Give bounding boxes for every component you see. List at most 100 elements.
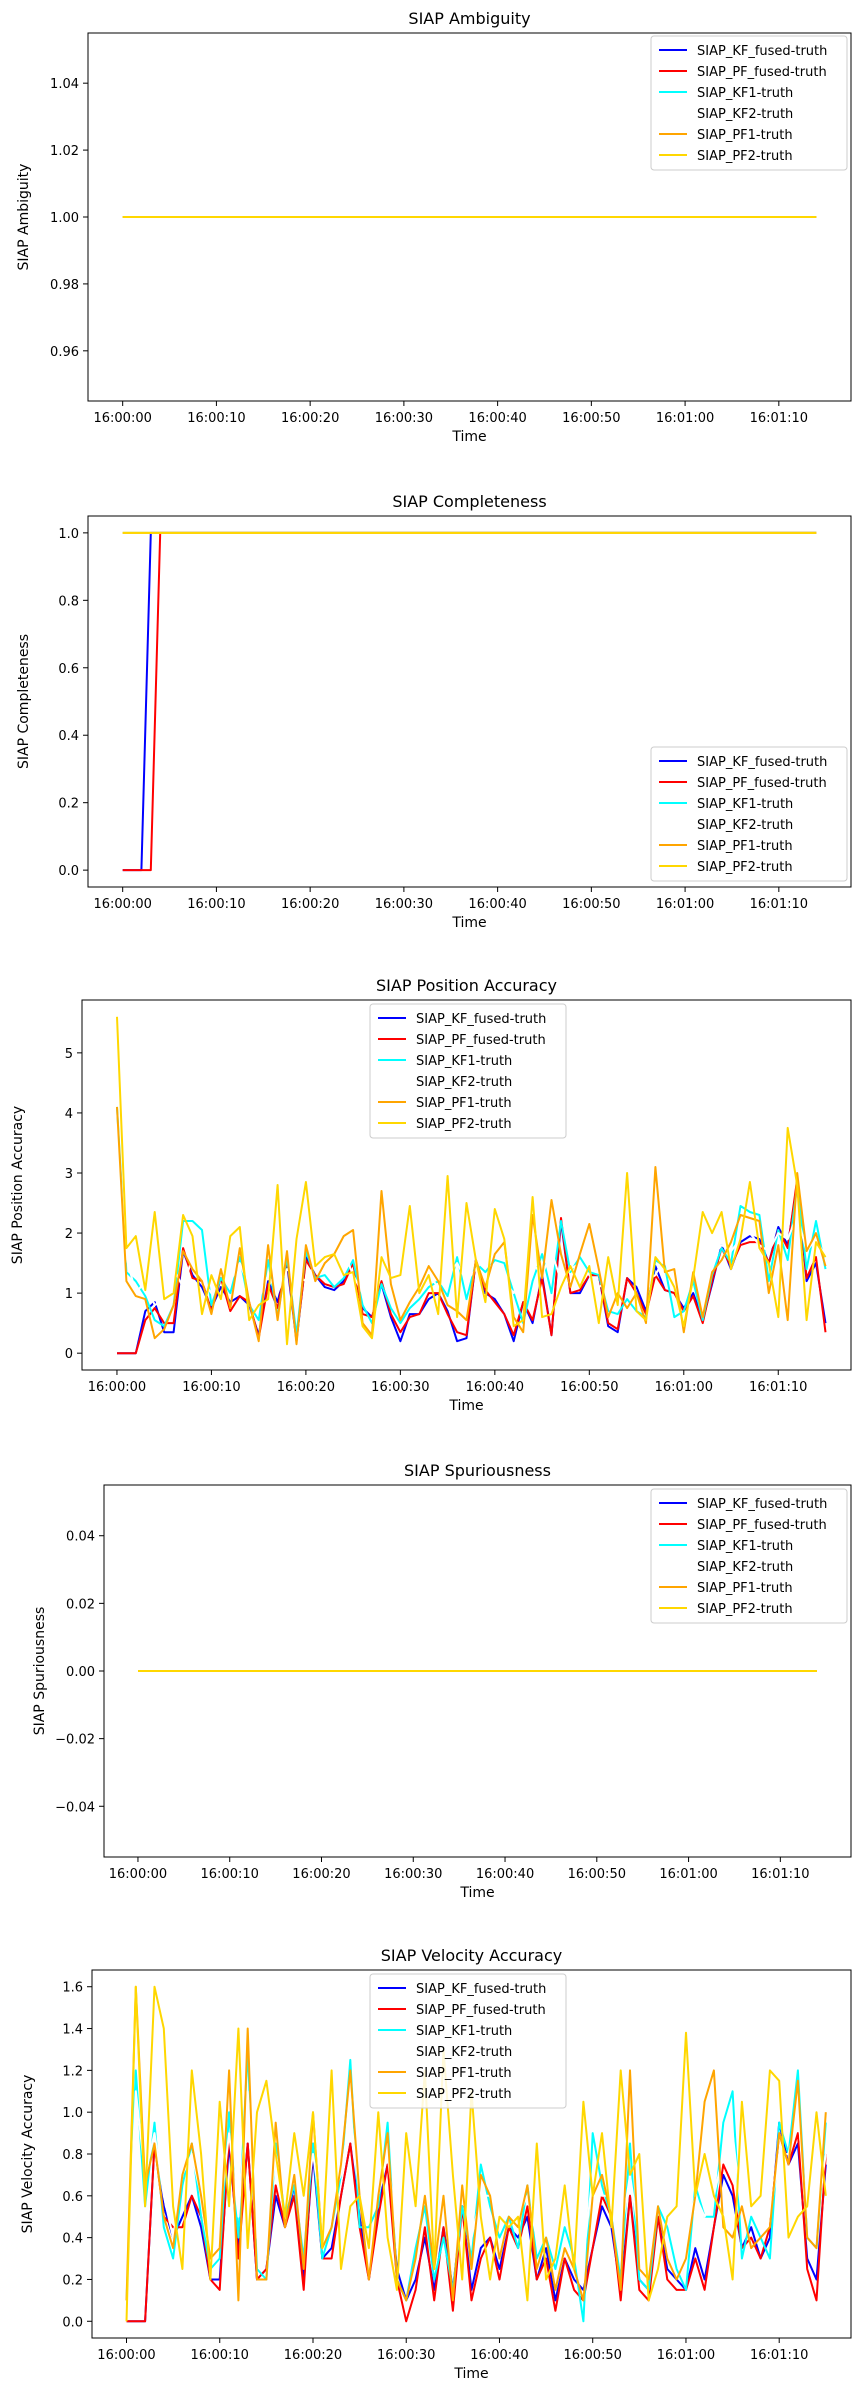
legend: SIAP_KF_fused-truth SIAP_PF_fused-truth SI… <box>650 746 848 882</box>
x-tick-label: 16:00:20 <box>281 897 339 912</box>
y-tick-label: 2 <box>65 1227 73 1242</box>
legend: SIAP_KF_fused-truth SIAP_PF_fused-truth SI… <box>369 1973 567 2109</box>
x-axis-label: Time <box>451 915 486 931</box>
legend: SIAP_KF_fused-truth SIAP_PF_fused-truth SI… <box>369 1003 567 1139</box>
legend-entry: SIAP_KF2-truth <box>416 2045 512 2060</box>
axes-frame <box>103 1484 852 1858</box>
x-axis-label: Time <box>448 1398 483 1414</box>
x-tick-label: 16:01:00 <box>657 2348 715 2363</box>
x-tick-label: 16:00:30 <box>384 1867 442 1882</box>
y-tick-label: 0.00 <box>66 1665 95 1680</box>
x-tick-label: 16:00:30 <box>377 2348 435 2363</box>
y-tick-label: 0.0 <box>58 864 79 879</box>
y-tick-label: 1.0 <box>58 527 79 542</box>
x-tick-label: 16:00:20 <box>284 2348 342 2363</box>
x-axis-label: Time <box>459 1885 494 1901</box>
axes-frame <box>87 515 852 888</box>
legend-box <box>650 1488 848 1624</box>
x-tick-label: 16:00:50 <box>564 2348 622 2363</box>
legend: SIAP_KF_fused-truth SIAP_PF_fused-truth SI… <box>650 1488 848 1624</box>
axes-frame <box>91 1969 852 2339</box>
y-tick-label: 5 <box>65 1047 73 1062</box>
legend-entry: SIAP_KF2-truth <box>697 1560 793 1575</box>
legend-entry: SIAP_KF_fused-truth <box>416 1982 546 1997</box>
legend-entry: SIAP_PF2-truth <box>697 860 793 875</box>
legend-entry: SIAP_KF1-truth <box>416 2024 512 2039</box>
x-tick-label: 16:00:50 <box>568 1867 626 1882</box>
series-line-siap-kf-fused-truth <box>117 1184 827 1355</box>
y-tick-label: 3 <box>65 1167 73 1182</box>
x-tick-label: 16:00:20 <box>277 1380 335 1395</box>
x-tick-label: 16:00:10 <box>191 2348 249 2363</box>
y-tick-label: 1.0 <box>62 2106 83 2121</box>
y-tick-label: 0.4 <box>58 729 79 744</box>
x-tick-label: 16:00:40 <box>466 1380 524 1395</box>
y-tick-label: 1.00 <box>50 211 79 226</box>
x-tick-label: 16:00:20 <box>292 1867 350 1882</box>
x-tick-label: 16:01:10 <box>750 411 808 426</box>
chart-panel-5: SIAP Velocity Accuracy 16:00:00 16:00:10 16… <box>20 1946 852 2382</box>
legend-entry: SIAP_PF_fused-truth <box>697 65 827 80</box>
legend-entry: SIAP_KF2-truth <box>697 818 793 833</box>
x-tick-label: 16:01:00 <box>659 1867 717 1882</box>
legend-entry: SIAP_KF1-truth <box>697 797 793 812</box>
x-tick-label: 16:00:40 <box>470 2348 528 2363</box>
y-tick-label: 0.8 <box>62 2148 83 2163</box>
x-tick-label: 16:01:10 <box>749 1380 807 1395</box>
y-tick-label: 1.04 <box>50 77 79 92</box>
chart-title: SIAP Position Accuracy <box>376 976 557 995</box>
y-tick-label: 1 <box>65 1287 73 1302</box>
series-line-siap-pf1-truth <box>125 1985 827 2302</box>
x-tick-label: 16:01:10 <box>750 2348 808 2363</box>
legend-entry: SIAP_KF1-truth <box>697 1539 793 1554</box>
legend-entry: SIAP_PF1-truth <box>416 2066 512 2081</box>
legend-entry: SIAP_KF2-truth <box>416 1075 512 1090</box>
x-tick-label: 16:00:00 <box>88 1380 146 1395</box>
x-tick-label: 16:00:00 <box>109 1867 167 1882</box>
y-tick-label: 0.2 <box>58 797 79 812</box>
y-tick-label: 0.04 <box>66 1530 95 1545</box>
x-tick-label: 16:00:30 <box>371 1380 429 1395</box>
y-tick-label: 0 <box>65 1347 73 1362</box>
series-line-siap-pf-fused-truth <box>117 1178 827 1355</box>
legend-entry: SIAP_KF1-truth <box>697 86 793 101</box>
legend-entry: SIAP_PF2-truth <box>697 149 793 164</box>
x-tick-label: 16:01:00 <box>656 411 714 426</box>
x-tick-label: 16:00:30 <box>375 897 433 912</box>
legend-entry: SIAP_PF1-truth <box>697 839 793 854</box>
y-tick-label: 0.8 <box>58 594 79 609</box>
legend-entry: SIAP_PF1-truth <box>697 128 793 143</box>
y-tick-label: 0.02 <box>66 1597 95 1612</box>
y-tick-label: 0.98 <box>50 278 79 293</box>
legend-entry: SIAP_PF2-truth <box>697 1602 793 1617</box>
y-tick-label: 4 <box>65 1107 73 1122</box>
legend-entry: SIAP_KF_fused-truth <box>697 1497 827 1512</box>
chart-title: SIAP Ambiguity <box>408 9 530 28</box>
x-tick-label: 16:00:10 <box>201 1867 259 1882</box>
y-axis-label: SIAP Spuriousness <box>32 1607 48 1736</box>
x-tick-label: 16:01:10 <box>750 897 808 912</box>
chart-panel-3: SIAP Position Accuracy 16:00:00 16:00:10 16… <box>10 976 852 1414</box>
legend-box <box>650 746 848 882</box>
y-axis-label: SIAP Position Accuracy <box>10 1106 26 1264</box>
legend-entry: SIAP_PF2-truth <box>416 1117 512 1132</box>
x-tick-label: 16:00:00 <box>93 897 151 912</box>
y-tick-label: 1.02 <box>50 144 79 159</box>
legend-entry: SIAP_KF_fused-truth <box>697 44 827 59</box>
x-tick-label: 16:00:40 <box>468 411 526 426</box>
y-tick-label: 0.96 <box>50 345 79 360</box>
legend-entry: SIAP_PF_fused-truth <box>416 1033 546 1048</box>
legend-entry: SIAP_KF1-truth <box>416 1054 512 1069</box>
x-tick-label: 16:00:00 <box>93 411 151 426</box>
x-axis-label: Time <box>453 2366 488 2382</box>
series-line-siap-pf1-truth <box>116 1106 827 1346</box>
y-tick-label: −0.02 <box>55 1733 95 1748</box>
legend-entry: SIAP_PF_fused-truth <box>697 1518 827 1533</box>
x-tick-label: 16:00:50 <box>560 1380 618 1395</box>
x-tick-label: 16:00:40 <box>476 1867 534 1882</box>
x-tick-label: 16:00:10 <box>182 1380 240 1395</box>
x-tick-label: 16:01:10 <box>751 1867 809 1882</box>
y-axis-label: SIAP Velocity Accuracy <box>20 2075 36 2234</box>
axes-frame <box>81 999 852 1371</box>
